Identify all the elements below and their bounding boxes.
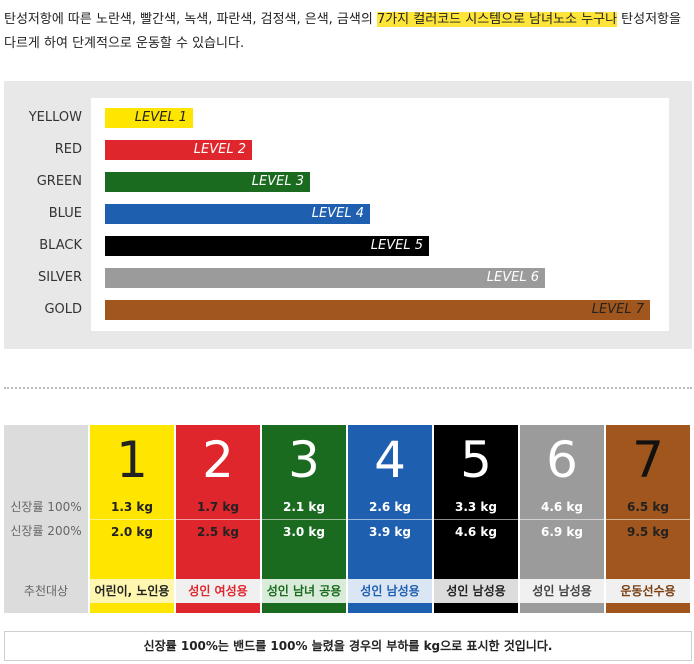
stretch-200-value: 6.9 kg	[520, 519, 604, 544]
stretch-100-value: 1.7 kg	[196, 500, 239, 514]
stretch-100-value: 1.3 kg	[110, 500, 153, 514]
level-bar-label: LEVEL 1	[134, 110, 187, 125]
recommended-target: 성인 남성용	[348, 579, 432, 603]
level-bar-label: LEVEL 6	[486, 270, 539, 285]
level-bar-label: LEVEL 2	[193, 142, 246, 157]
level-column: 4 2.6 kg 3.9 kg 성인 남성용	[348, 425, 432, 613]
level-color-name: GOLD	[44, 302, 82, 317]
intro-text-after: 탄성저항을 다르게 하여 단계적으로 운동할 수 있습니다.	[4, 12, 681, 51]
level-bar: LEVEL 2	[105, 140, 252, 160]
level-bar: LEVEL 1	[105, 108, 193, 128]
stretch-100-value: 2.1 kg	[282, 500, 325, 514]
level-bar-label: LEVEL 7	[591, 302, 644, 317]
level-number: 1	[116, 431, 148, 489]
resistance-table: 신장률 100% 신장률 200% 추천대상 1 1.3 kg 2.0 kg 어린이,…	[4, 425, 692, 613]
intro-text: 탄성저항에 따른 노란색, 빨간색, 녹색, 파란색, 검정색, 은색, 금색의…	[4, 8, 692, 56]
level-color-name: BLACK	[39, 238, 82, 253]
level-bar: LEVEL 4	[105, 204, 370, 224]
level-color-name: BLUE	[48, 206, 82, 221]
stretch-200-value: 2.5 kg	[176, 519, 260, 544]
stretch-200-value: 2.0 kg	[90, 519, 174, 544]
stretch-100-value: 4.6 kg	[540, 500, 583, 514]
level-bar-label: LEVEL 3	[251, 174, 304, 189]
row-label-stretch-100: 신장률 100%	[10, 500, 82, 514]
stretch-100-value: 2.6 kg	[368, 500, 411, 514]
level-color-name: RED	[54, 142, 82, 157]
dotted-divider	[4, 387, 692, 389]
level-chart-panel: YELLOW LEVEL 1 RED LEVEL 2 GREEN LEVEL 3 BLUE L…	[4, 81, 692, 349]
stretch-200-value: 4.6 kg	[434, 519, 518, 544]
level-column: 2 1.7 kg 2.5 kg 성인 여성용	[176, 425, 260, 613]
recommended-target: 성인 남녀 공용	[262, 579, 346, 603]
recommended-target: 운동선수용	[606, 579, 690, 603]
row-label-recommended: 추천대상	[23, 584, 69, 598]
stretch-200-value: 3.9 kg	[348, 519, 432, 544]
level-number: 4	[374, 431, 406, 489]
level-bar-label: LEVEL 4	[311, 206, 364, 221]
level-column: 5 3.3 kg 4.6 kg 성인 남성용	[434, 425, 518, 613]
recommended-target: 어린이, 노인용	[90, 579, 174, 603]
level-bar-label: LEVEL 5	[370, 238, 423, 253]
level-bar: LEVEL 5	[105, 236, 429, 256]
row-label-column: 신장률 100% 신장률 200% 추천대상	[4, 425, 88, 613]
stretch-200-value: 9.5 kg	[606, 519, 690, 544]
level-bar: LEVEL 6	[105, 268, 545, 288]
level-number: 3	[288, 431, 320, 489]
level-color-name: SILVER	[37, 270, 82, 285]
stretch-200-value: 3.0 kg	[262, 519, 346, 544]
level-color-name: YELLOW	[28, 110, 82, 125]
level-color-name: GREEN	[36, 174, 82, 189]
level-column: 1 1.3 kg 2.0 kg 어린이, 노인용	[90, 425, 174, 613]
footnote: 신장률 100%는 밴드를 100% 늘렸을 경우의 부하를 kg으로 표시한 …	[4, 631, 692, 661]
intro-highlight: 7가지 컬러코드 시스템으로 남녀노소 누구나	[376, 12, 618, 27]
level-bar: LEVEL 3	[105, 172, 310, 192]
intro-text-before: 탄성저항에 따른 노란색, 빨간색, 녹색, 파란색, 검정색, 은색, 금색의	[4, 12, 377, 27]
level-number: 2	[202, 431, 234, 489]
level-column: 6 4.6 kg 6.9 kg 성인 남성용	[520, 425, 604, 613]
level-number: 6	[546, 431, 578, 489]
level-column: 7 6.5 kg 9.5 kg 운동선수용	[606, 425, 690, 613]
recommended-target: 성인 남성용	[520, 579, 604, 603]
level-column: 3 2.1 kg 3.0 kg 성인 남녀 공용	[262, 425, 346, 613]
recommended-target: 성인 여성용	[176, 579, 260, 603]
row-label-stretch-200: 신장률 200%	[10, 524, 82, 538]
stretch-100-value: 3.3 kg	[454, 500, 497, 514]
stretch-100-value: 6.5 kg	[626, 500, 669, 514]
level-number: 5	[460, 431, 492, 489]
level-bar: LEVEL 7	[105, 300, 650, 320]
level-number: 7	[632, 431, 664, 489]
recommended-target: 성인 남성용	[434, 579, 518, 603]
